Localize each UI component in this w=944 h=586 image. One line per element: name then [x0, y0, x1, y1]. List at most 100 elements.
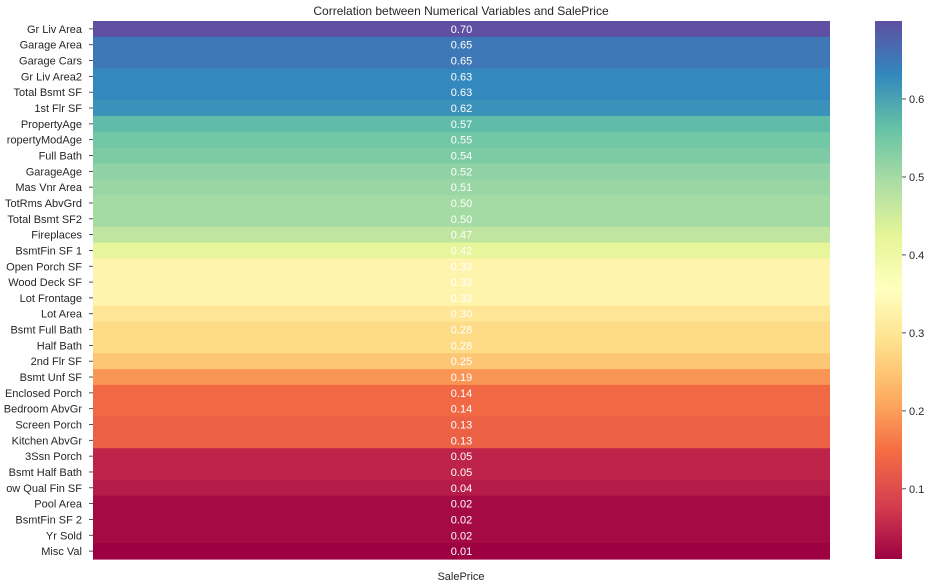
heatmap-cell-value: 0.50: [451, 214, 472, 226]
heatmap-cell-value: 0.28: [451, 340, 472, 352]
heatmap-cell: [93, 305, 830, 323]
row-label: Yr Sold: [46, 530, 82, 542]
heatmap-cell: [93, 353, 830, 370]
row-label: PropertyAge: [21, 119, 82, 131]
colorbar-tick-label: 0.4: [909, 250, 924, 262]
heatmap-cell: [93, 163, 830, 180]
row-label: Open Porch SF: [6, 261, 82, 273]
heatmap-cell-value: 0.02: [451, 499, 472, 511]
heatmap-cell: [93, 21, 830, 38]
row-label: Enclosed Porch: [5, 388, 82, 400]
heatmap-cell-value: 0.51: [451, 182, 472, 194]
row-label: Screen Porch: [15, 420, 82, 432]
heatmap-cell-value: 0.65: [451, 40, 472, 52]
row-label: ow Qual Fin SF: [6, 483, 82, 495]
row-label: Wood Deck SF: [8, 277, 82, 289]
heatmap-cell: [93, 400, 830, 418]
row-label: BsmtFin SF 2: [15, 514, 82, 526]
row-labels: Gr Liv Area Garage Area Garage Cars Gr Liv …: [4, 24, 93, 558]
heatmap-cell: [93, 36, 830, 54]
heatmap-cell: [93, 100, 830, 117]
heatmap-cell: [93, 242, 830, 259]
heatmap-cell: [93, 179, 830, 196]
row-label: Pool Area: [34, 499, 83, 511]
row-label: Lot Frontage: [20, 293, 82, 305]
heatmap-cell: [93, 274, 830, 291]
heatmap-cell-value: 0.47: [451, 230, 472, 242]
heatmap-cell-value: 0.62: [451, 103, 472, 115]
heatmap-cell: [93, 68, 830, 85]
colorbar-tick-label: 0.3: [909, 328, 924, 340]
row-label: Kitchen AbvGr: [12, 435, 83, 447]
heatmap-cell: [93, 321, 830, 339]
heatmap-cell-value: 0.33: [451, 293, 472, 305]
heatmap-cell: [93, 464, 830, 481]
colorbar: [875, 21, 902, 559]
heatmap-cell-value: 0.13: [451, 435, 472, 447]
row-label: Gr Liv Area2: [21, 71, 82, 83]
heatmap-cell-value: 0.70: [451, 24, 472, 36]
row-label: BsmtFin SF 1: [15, 245, 82, 257]
heatmap-cell-value: 0.14: [451, 404, 472, 416]
heatmap-cell-value: 0.02: [451, 530, 472, 542]
row-label: Lot Area: [41, 309, 83, 321]
heatmap-cell: [93, 369, 830, 386]
heatmap-cell-value: 0.28: [451, 325, 472, 337]
colorbar-ticks: 0.1 0.2 0.3 0.4 0.5 0.6: [902, 94, 924, 496]
chart-title: Correlation between Numerical Variables …: [313, 4, 609, 18]
heatmap-cell-value: 0.33: [451, 277, 472, 289]
heatmap-cell-value: 0.05: [451, 467, 472, 479]
row-label: Mas Vnr Area: [15, 182, 83, 194]
colorbar-tick-label: 0.6: [909, 94, 924, 106]
heatmap-cell: [93, 416, 830, 434]
row-label: Garage Cars: [19, 56, 82, 68]
row-label: Full Bath: [39, 151, 82, 163]
heatmap-cell-value: 0.55: [451, 135, 472, 147]
heatmap-rows: 0.70 0.65 0.65 0.63 0.63 0.62 0.57 0.55 0.54 0.52…: [93, 21, 830, 560]
colorbar-tick-label: 0.1: [909, 484, 924, 496]
row-label: Fireplaces: [31, 230, 82, 242]
heatmap-cell: [93, 448, 830, 465]
row-label: Bsmt Half Bath: [9, 467, 82, 479]
heatmap-cell: [93, 511, 830, 528]
heatmap-cell-value: 0.33: [451, 261, 472, 273]
row-label: Total Bsmt SF: [14, 87, 83, 99]
row-label: ropertyModAge: [7, 135, 82, 147]
heatmap-cell: [93, 543, 830, 560]
heatmap-cell-value: 0.54: [451, 151, 472, 163]
heatmap-cell-value: 0.50: [451, 198, 472, 210]
heatmap-cell-value: 0.01: [451, 546, 472, 558]
row-label: Gr Liv Area: [27, 24, 83, 36]
heatmap-cell: [93, 52, 830, 70]
heatmap-cell: [93, 258, 830, 275]
heatmap-cell-value: 0.04: [451, 483, 472, 495]
heatmap-cell-value: 0.02: [451, 514, 472, 526]
heatmap-cell: [93, 210, 830, 228]
row-label: Half Bath: [37, 340, 82, 352]
row-label: Garage Area: [20, 40, 83, 52]
row-label: Bsmt Unf SF: [20, 372, 83, 384]
row-label: Total Bsmt SF2: [7, 214, 82, 226]
heatmap-cell: [93, 226, 830, 244]
colorbar-tick-label: 0.5: [909, 172, 924, 184]
heatmap-cell: [93, 495, 830, 513]
heatmap-cell-value: 0.05: [451, 451, 472, 463]
row-label: Misc Val: [41, 546, 82, 558]
heatmap-cell: [93, 195, 830, 212]
heatmap-cell: [93, 337, 830, 354]
row-label: 2nd Flr SF: [31, 356, 83, 368]
heatmap-cell-value: 0.63: [451, 71, 472, 83]
heatmap-cell: [93, 115, 830, 133]
heatmap-cell: [93, 527, 830, 544]
heatmap-cell-value: 0.30: [451, 309, 472, 321]
row-label: Bsmt Full Bath: [10, 325, 82, 337]
heatmap-cell: [93, 432, 830, 449]
row-label: 1st Flr SF: [34, 103, 82, 115]
row-label: GarageAge: [26, 166, 82, 178]
heatmap-cell-value: 0.25: [451, 356, 472, 368]
heatmap-cell: [93, 384, 830, 402]
heatmap-cell: [93, 290, 830, 307]
heatmap-cell-value: 0.42: [451, 245, 472, 257]
colorbar-tick-label: 0.2: [909, 406, 924, 418]
